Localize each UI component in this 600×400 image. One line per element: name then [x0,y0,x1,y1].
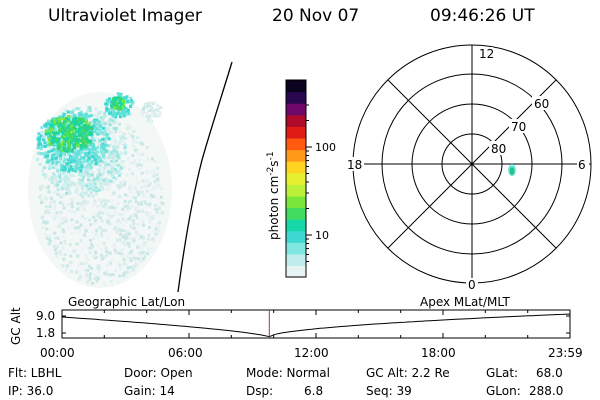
time-tick-0600: 06:00 [168,346,203,360]
glat-value: 68.0 [536,366,563,380]
colorbar-segment [286,172,306,185]
dsp-value: 6.8 [304,384,324,398]
colorbar-tick-10: 10 [315,229,329,242]
polar-diagonal [387,79,557,249]
observation-time: 09:46:26 UT [430,6,535,26]
label-bg [346,157,364,171]
altitude-y-ticks [62,315,570,334]
glon-value: 288.0 [529,384,564,398]
lat-label-80: 80 [491,142,506,156]
colorbar-frame [285,79,307,278]
altitude-x-ticks [61,310,571,338]
label-bg [509,119,531,133]
seq-info: Seq: 39 [366,384,412,398]
polar-grid [352,44,592,284]
label-bg [466,278,478,291]
label-bg [532,96,554,110]
gain-info: Gain: 14 [124,384,175,398]
glon-info: GLon: [486,384,521,398]
altitude-curve [61,313,571,338]
altitude-axis-label: GC Alt [9,307,23,345]
lat-label-70: 70 [511,120,526,134]
colorbar: 100 10 photon cm-2s-1 [266,79,336,278]
label-bg [477,47,493,60]
instrument-title: Ultraviolet Imager [48,6,202,26]
label-bg [489,141,511,155]
door-info: Door: Open [124,366,193,380]
colorbar-segment [286,265,306,278]
lat-label-60: 60 [534,97,549,111]
time-tick-1200: 12:00 [294,346,329,360]
colorbar-segment [286,207,306,220]
clock-label-6: 6 [578,158,586,172]
polar-emission-spot [508,164,516,176]
colorbar-minor-ticks [306,104,309,262]
dsp-info: Dsp: [246,384,274,398]
time-tick-0000: 00:00 [40,346,75,360]
colorbar-segment [286,80,306,93]
time-tick-1800: 18:00 [421,346,456,360]
altitude-ytick-bottom: 1.8 [36,326,56,340]
clock-label-18: 18 [347,158,362,172]
altitude-track-panel [61,309,571,339]
colorbar-segment [286,230,306,243]
colorbar-segment [286,242,306,255]
uv-image-panel [28,61,233,293]
glat-info: GLat: [486,366,519,380]
colorbar-segment [286,103,306,116]
label-bg [577,157,589,171]
colorbar-segment [286,126,306,139]
colorbar-segment [286,149,306,162]
filter-info: Flt: LBHL [8,366,62,380]
gc-alt-info: GC Alt: 2.2 Re [366,366,450,380]
auroral-emission [36,92,165,286]
observation-date: 20 Nov 07 [272,6,360,26]
limb-curve [177,61,233,293]
colorbar-segment [286,219,306,232]
colorbar-segment [286,91,306,104]
footprint-label-geographic: Geographic Lat/Lon [68,295,186,309]
colorbar-label: photon cm-2s-1 [266,151,281,240]
colorbar-tick-100: 100 [315,141,336,154]
ip-info: IP: 36.0 [8,384,54,398]
footprint-label-apex: Apex MLat/MLT [420,295,510,309]
altitude-ytick-top: 9.0 [36,309,56,323]
colorbar-segment [286,137,306,151]
clock-label-0: 0 [468,278,476,292]
time-tick-2359: 23:59 [548,346,583,360]
colorbar-segment [286,161,306,174]
colorbar-segment [286,195,306,209]
colorbar-segment [286,253,306,267]
colorbar-segment [286,114,306,127]
colorbar-segment [286,184,306,197]
clock-label-12: 12 [479,47,494,61]
colorbar-gradient [286,80,306,278]
mode-info: Mode: Normal [246,366,330,380]
